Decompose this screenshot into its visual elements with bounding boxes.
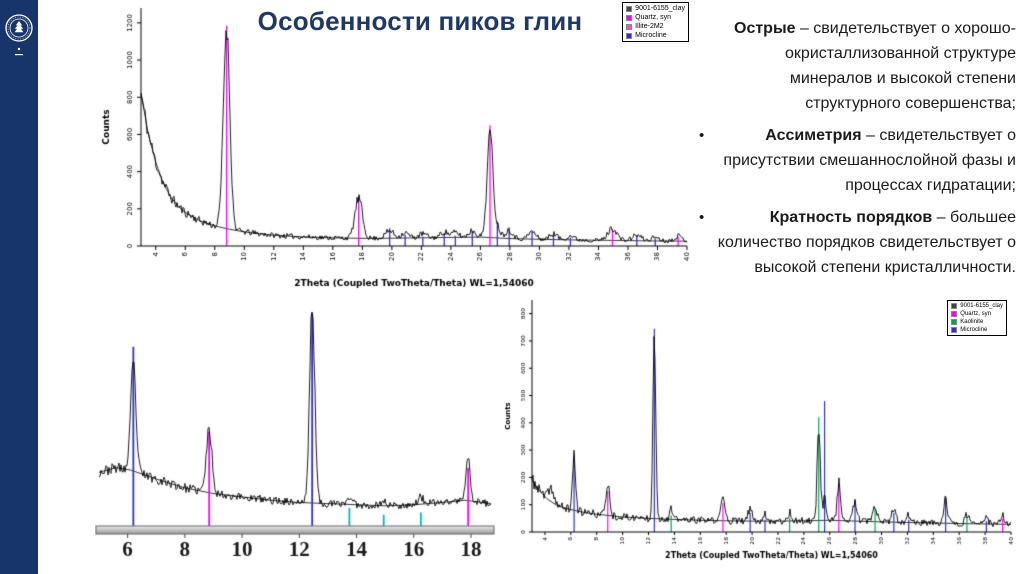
legend-item: 9001-6155_clay: [626, 5, 685, 12]
legend-swatch: [951, 319, 958, 325]
bullet-marker: •: [699, 209, 705, 226]
xrd-chart-low-angle-canvas: [95, 294, 497, 572]
bullet-lead: Кратность порядков: [769, 209, 933, 226]
xrd-chart-detail: 9001-6155_clay Quartz, syn Kaolinite Microc…: [500, 292, 1017, 564]
list-item: Острые – свидетельствует о хорошо-окрист…: [698, 16, 1016, 116]
legend-swatch: [626, 32, 633, 39]
xrd-legend-full-pattern: 9001-6155_clay Quartz, syn Illite-2M2 Micro…: [622, 2, 689, 42]
legend-item: 9001-6155_clay: [951, 303, 1003, 309]
list-item: • Кратность порядков – большее количество…: [698, 205, 1016, 280]
sidebar-stripe: [0, 0, 38, 574]
xrd-chart-detail-canvas: [500, 292, 1017, 564]
legend-swatch: [626, 5, 633, 12]
legend-label: Quartz, syn: [960, 311, 991, 317]
bullet-text: – большее количество порядков свидетельс…: [717, 209, 1016, 276]
bullet-text: – свидетельствует о присутствии смешанно…: [723, 127, 1016, 194]
xrd-legend-detail: 9001-6155_clay Quartz, syn Kaolinite Microc…: [947, 300, 1007, 336]
xrd-chart-full-pattern: 9001-6155_clay Quartz, syn Illite-2M2 Micro…: [95, 2, 695, 292]
legend-label: Kaolinite: [960, 319, 984, 325]
key-points-list: Острые – свидетельствует о хорошо-окрист…: [698, 16, 1016, 287]
xrd-chart-full-pattern-canvas: [95, 2, 695, 292]
university-logo: [5, 14, 33, 56]
legend-swatch: [951, 327, 958, 333]
legend-item: Kaolinite: [951, 319, 1003, 325]
bullet-text: – свидетельствует о хорошо-окристаллизов…: [785, 20, 1016, 112]
legend-swatch: [951, 311, 958, 317]
legend-swatch: [626, 14, 633, 21]
legend-item: Quartz, syn: [626, 14, 685, 21]
xrd-chart-low-angle: [95, 294, 497, 572]
legend-item: Microcline: [951, 327, 1003, 333]
legend-item: Microcline: [626, 32, 685, 39]
legend-item: Illite-2M2: [626, 23, 685, 30]
legend-label: Microcline: [635, 32, 667, 39]
bullet-marker: •: [699, 127, 705, 144]
legend-label: Microcline: [960, 327, 988, 333]
legend-label: Illite-2M2: [635, 23, 664, 30]
bullet-lead: Острые: [734, 20, 796, 37]
legend-swatch: [951, 303, 958, 309]
legend-item: Quartz, syn: [951, 311, 1003, 317]
legend-label: 9001-6155_clay: [960, 303, 1003, 309]
bullet-lead: Ассиметрия: [765, 127, 862, 144]
list-item: • Ассиметрия – свидетельствует о присутст…: [698, 123, 1016, 198]
legend-swatch: [626, 23, 633, 30]
legend-label: 9001-6155_clay: [635, 5, 685, 12]
legend-label: Quartz, syn: [635, 14, 671, 21]
